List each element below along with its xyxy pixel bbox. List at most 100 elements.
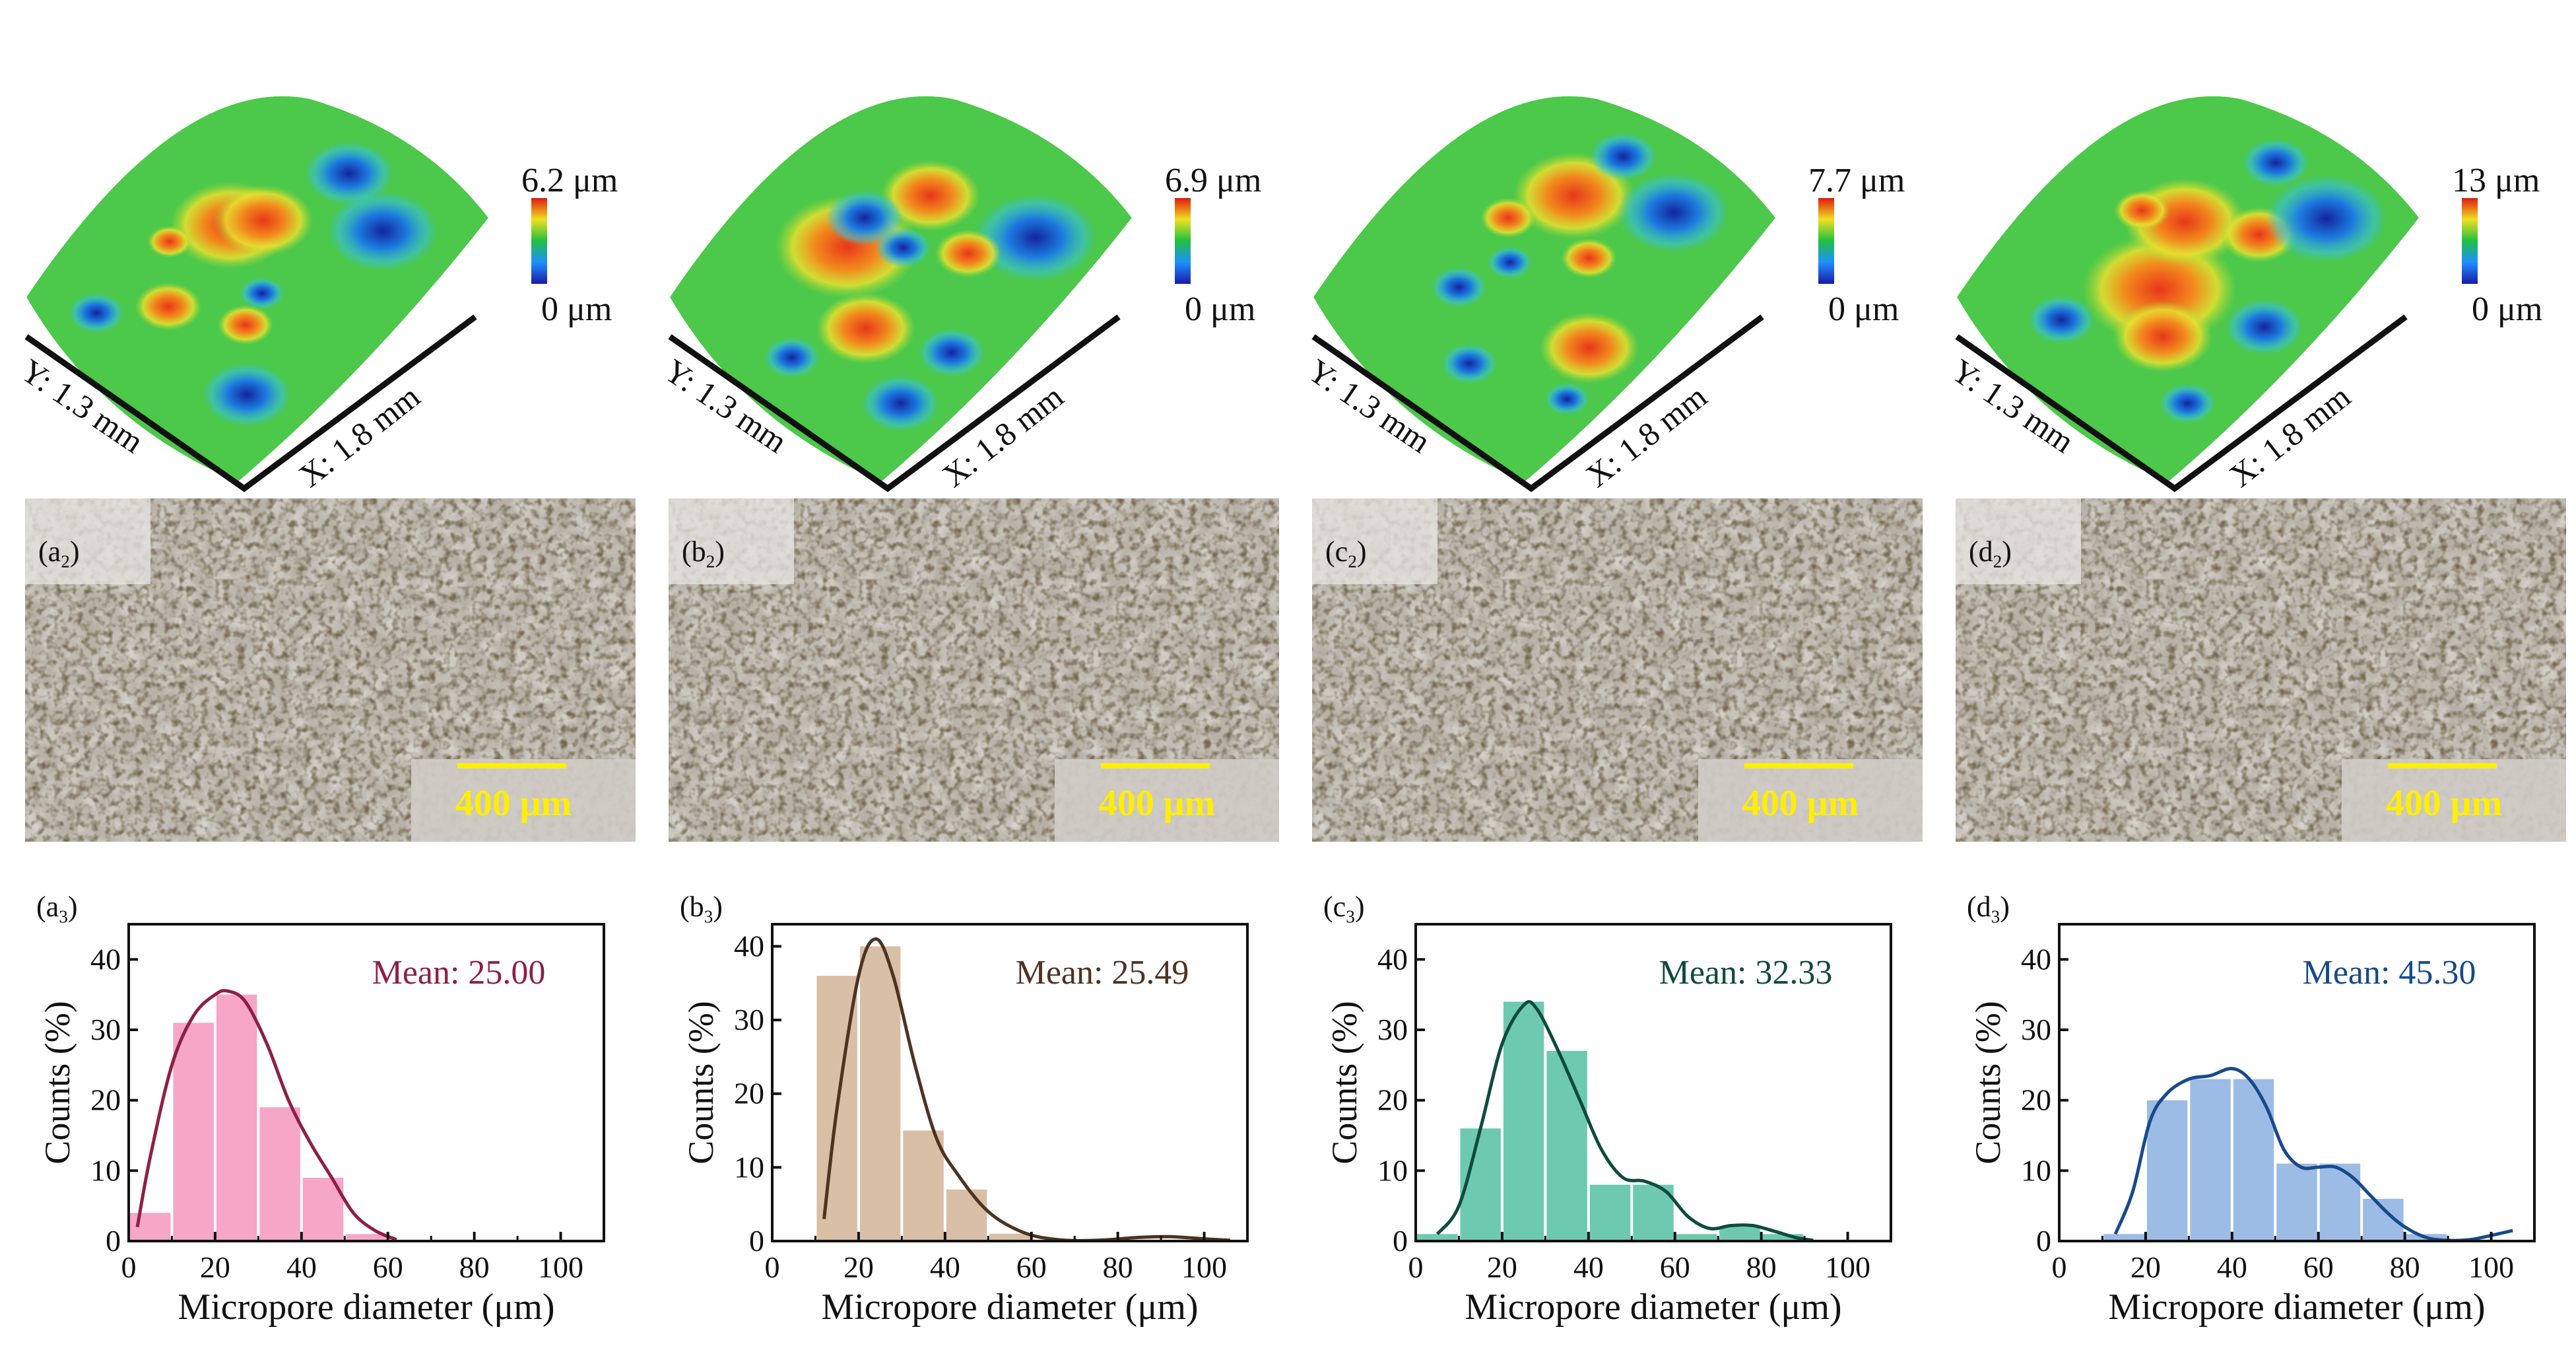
scalebar-box-a xyxy=(411,759,636,842)
ytick-label-d-2: 20 xyxy=(2021,1083,2051,1117)
micrograph-a: (a2) 400 μm xyxy=(25,498,636,842)
ytick-label-d-0: 0 xyxy=(2036,1224,2051,1258)
colorbar-a xyxy=(531,198,547,284)
ytick-label-c-4: 40 xyxy=(1377,942,1408,976)
xlabel-b: Micropore diameter (μm) xyxy=(821,1287,1198,1328)
xtick-label-d-3: 60 xyxy=(2303,1250,2334,1284)
scalebar-label-a: 400 μm xyxy=(455,783,572,824)
panel-label-b3: (b3) xyxy=(680,891,723,927)
xtick-label-b-3: 60 xyxy=(1016,1250,1047,1284)
bar-a-1 xyxy=(173,1023,214,1241)
xtick-label-d-1: 20 xyxy=(2130,1250,2161,1284)
ytick-label-a-4: 40 xyxy=(90,942,121,976)
plot-frame-a xyxy=(127,923,605,1242)
surface-axes-b xyxy=(668,314,1121,492)
plot-frame-c xyxy=(1414,923,1892,1242)
scalebar-label-c: 400 μm xyxy=(1742,783,1859,824)
xtick-label-c-1: 20 xyxy=(1487,1250,1517,1284)
surface-axes-d xyxy=(1955,314,2408,492)
colorbar-b xyxy=(1175,198,1191,284)
bar-b-2 xyxy=(903,1130,944,1241)
panel-label-d3: (d3) xyxy=(1967,891,2010,927)
xtick-label-a-4: 80 xyxy=(459,1250,490,1284)
xtick-label-c-2: 40 xyxy=(1573,1250,1604,1284)
xlabel-a: Micropore diameter (μm) xyxy=(178,1287,554,1328)
colorbar-min-d: 0 μm xyxy=(2472,290,2542,328)
ytick-label-b-4: 40 xyxy=(734,929,764,962)
surface-map-a xyxy=(0,0,644,528)
xlabel-d: Micropore diameter (μm) xyxy=(2108,1287,2485,1328)
xtick-label-d-2: 40 xyxy=(2217,1250,2247,1284)
bar-c-8 xyxy=(1762,1234,1804,1241)
bar-d-1 xyxy=(2146,1100,2188,1241)
micrograph-c: (c2) 400 μm xyxy=(1312,498,1923,842)
bar-d-3 xyxy=(2233,1079,2274,1241)
xtick-label-a-2: 40 xyxy=(286,1250,317,1284)
surface-map-c xyxy=(1287,0,1931,528)
panel-c: (c1)Ra: 1.485 μmY: 1.3 mmX: 1.8 mm7.7 μm… xyxy=(1287,0,1931,1328)
surface-map-d xyxy=(1931,0,2574,528)
bar-b-3 xyxy=(946,1189,987,1241)
bar-c-7 xyxy=(1719,1227,1760,1241)
panel-label-b2: (b2) xyxy=(682,535,725,572)
surface-panel-c: (c1)Ra: 1.485 μmY: 1.3 mmX: 1.8 mm7.7 μm… xyxy=(1287,0,1931,528)
fit-curve-c xyxy=(1436,999,1814,1242)
colorbar-max-c: 7.7 μm xyxy=(1808,162,1905,199)
panel-label-a2: (a2) xyxy=(38,535,79,572)
scalebar-label-b: 400 μm xyxy=(1099,783,1215,824)
bar-a-5 xyxy=(346,1234,387,1241)
mean-annotation-a: Mean: 25.00 xyxy=(372,954,546,992)
surface-map-b xyxy=(644,0,1287,528)
xtick-label-b-2: 40 xyxy=(930,1250,960,1284)
panel-b: (b1)Ra: 1.342 μmY: 1.3 mmX: 1.8 mm6.9 μm… xyxy=(644,0,1287,1328)
mean-annotation-c: Mean: 32.33 xyxy=(1659,954,1833,992)
ytick-label-a-3: 30 xyxy=(90,1013,121,1046)
ytick-label-c-3: 30 xyxy=(1377,1013,1408,1046)
colorbar-max-a: 6.2 μm xyxy=(521,162,618,199)
ytick-label-d-4: 40 xyxy=(2021,942,2051,976)
surface-panel-b: (b1)Ra: 1.342 μmY: 1.3 mmX: 1.8 mm6.9 μm… xyxy=(644,0,1287,528)
colorbar-d xyxy=(2462,198,2478,284)
micrograph-b: (b2) 400 μm xyxy=(669,498,1279,842)
ylabel-a: Counts (%) xyxy=(38,1001,77,1164)
xtick-label-b-1: 20 xyxy=(843,1250,874,1284)
mean-annotation-d: Mean: 45.30 xyxy=(2303,954,2476,992)
panel-label-c3: (c3) xyxy=(1323,891,1364,927)
colorbar-min-a: 0 μm xyxy=(541,290,612,328)
panel-label-a3: (a3) xyxy=(36,891,77,927)
ylabel-b: Counts (%) xyxy=(681,1001,721,1164)
ytick-label-b-0: 0 xyxy=(749,1224,764,1258)
xtick-label-a-5: 100 xyxy=(538,1250,583,1284)
xtick-label-c-5: 100 xyxy=(1825,1250,1870,1284)
plot-frame-d xyxy=(2058,923,2536,1242)
ytick-label-b-1: 10 xyxy=(734,1150,764,1184)
surface-panel-a: (a1)Ra: 0.963 μmY: 1.3 mmX: 1.8 mm6.2 μm… xyxy=(0,0,644,528)
ytick-label-c-2: 20 xyxy=(1377,1083,1408,1117)
colorbar-c xyxy=(1818,198,1834,284)
bar-b-4 xyxy=(989,1233,1030,1241)
xtick-label-d-0: 0 xyxy=(2052,1250,2067,1284)
bar-a-0 xyxy=(130,1213,171,1241)
scalebar-label-d: 400 μm xyxy=(2386,783,2502,824)
micrograph-d: (d2) 400 μm xyxy=(1956,498,2566,842)
ytick-label-d-3: 30 xyxy=(2021,1013,2051,1046)
ytick-label-a-0: 0 xyxy=(106,1224,121,1258)
scalebar-box-b xyxy=(1055,759,1279,842)
bar-c-4 xyxy=(1589,1184,1631,1241)
fit-curve-a xyxy=(135,989,397,1242)
ytick-label-a-2: 20 xyxy=(90,1083,121,1117)
bar-d-2 xyxy=(2190,1079,2231,1241)
xtick-label-b-4: 80 xyxy=(1103,1250,1133,1284)
colorbar-min-c: 0 μm xyxy=(1828,290,1899,328)
xtick-label-b-0: 0 xyxy=(765,1250,780,1284)
ytick-label-b-3: 30 xyxy=(734,1003,764,1036)
panel-label-c2: (c2) xyxy=(1325,535,1366,572)
fit-curve-d xyxy=(2113,1067,2513,1242)
histogram-c: (c3) 0 20 40 60 80 100 0 10 20 30 40 Counts (%) Micro… xyxy=(1323,891,1892,1328)
plot-frame-b xyxy=(771,923,1249,1242)
bar-c-0 xyxy=(1417,1234,1458,1241)
xtick-label-b-5: 100 xyxy=(1181,1250,1227,1284)
bar-b-1 xyxy=(859,946,901,1241)
